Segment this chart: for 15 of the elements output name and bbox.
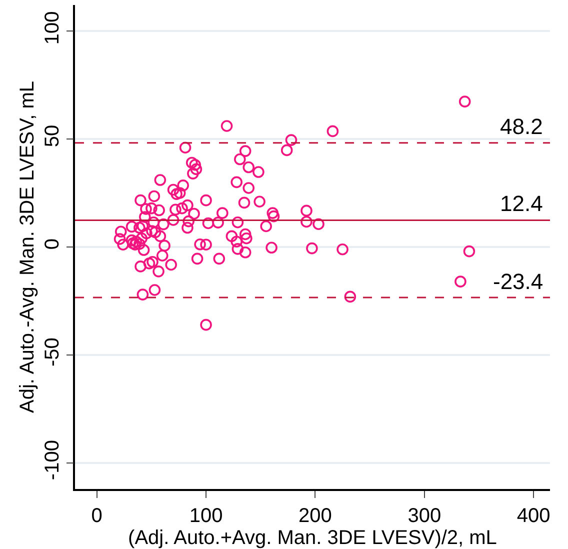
ref-line-label: -23.4 xyxy=(493,269,544,294)
x-tick-label: 300 xyxy=(408,504,442,527)
y-tick-label: -100 xyxy=(41,440,64,480)
x-tick-label: 0 xyxy=(91,504,102,527)
x-tick-label: 100 xyxy=(189,504,223,527)
y-axis-title: Adj. Auto.-Avg. Man. 3DE LVESV, mL xyxy=(16,80,38,414)
ref-line-label: 48.2 xyxy=(500,114,543,139)
y-tick-label: 0 xyxy=(41,238,64,250)
y-tick-label: 100 xyxy=(41,11,64,45)
x-tick-label: 400 xyxy=(516,504,550,527)
y-tick-label: 50 xyxy=(41,124,64,148)
x-tick-label: 200 xyxy=(298,504,332,527)
y-tick-label: -50 xyxy=(41,338,64,366)
x-axis-title: (Adj. Auto.+Avg. Man. 3DE LVESV)/2, mL xyxy=(128,526,497,549)
ref-line-label: 12.4 xyxy=(500,191,543,216)
